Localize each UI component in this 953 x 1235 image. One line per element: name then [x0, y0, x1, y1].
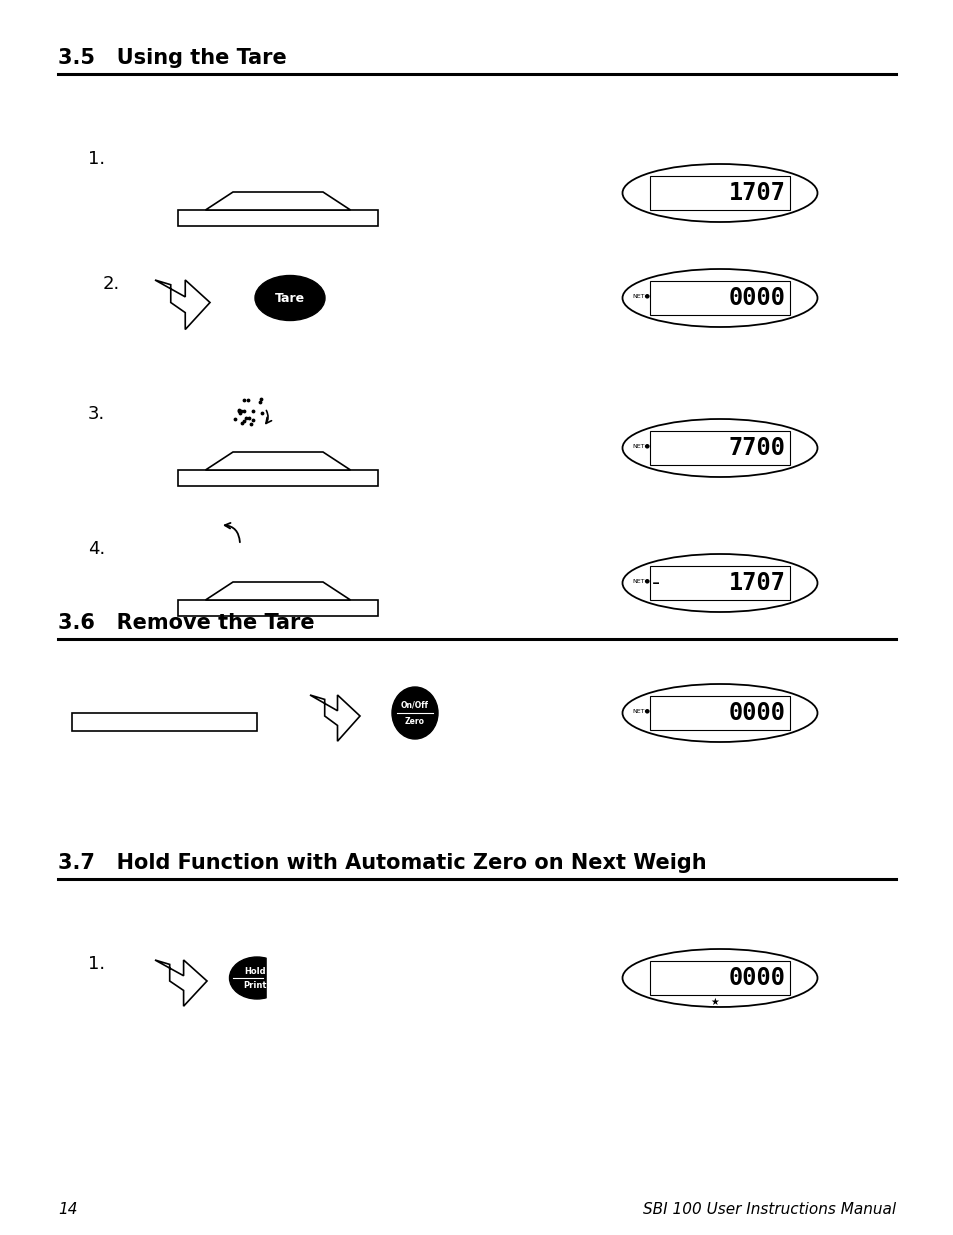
Ellipse shape: [254, 275, 325, 321]
Text: 3.5   Using the Tare: 3.5 Using the Tare: [58, 48, 287, 68]
Text: Print: Print: [243, 981, 267, 989]
Polygon shape: [310, 695, 359, 741]
Ellipse shape: [622, 419, 817, 477]
Ellipse shape: [622, 684, 817, 742]
Text: 1707: 1707: [728, 182, 785, 205]
Ellipse shape: [622, 555, 817, 613]
Polygon shape: [154, 960, 207, 1007]
Text: Tare: Tare: [274, 291, 305, 305]
Text: NET●: NET●: [632, 443, 650, 448]
Ellipse shape: [622, 164, 817, 222]
Text: NET●: NET●: [632, 294, 650, 299]
Ellipse shape: [622, 948, 817, 1007]
Bar: [178, 600, 377, 616]
Bar: [178, 471, 377, 487]
Text: On/Off: On/Off: [400, 700, 429, 709]
Text: Hold: Hold: [244, 967, 266, 976]
Text: 2.: 2.: [103, 275, 120, 293]
Text: 0000: 0000: [728, 966, 785, 990]
Text: 3.6   Remove the Tare: 3.6 Remove the Tare: [58, 613, 314, 634]
Text: 14: 14: [58, 1203, 77, 1218]
Text: 7700: 7700: [728, 436, 785, 459]
Bar: [649, 961, 789, 995]
Polygon shape: [205, 191, 350, 210]
Text: 4.: 4.: [88, 540, 105, 558]
Text: SBI 100 User Instructions Manual: SBI 100 User Instructions Manual: [642, 1203, 895, 1218]
Text: 0000: 0000: [728, 701, 785, 725]
Bar: [649, 431, 789, 466]
Text: 1707: 1707: [728, 571, 785, 595]
Text: 1.: 1.: [88, 149, 105, 168]
Bar: [267, 953, 307, 1003]
Polygon shape: [154, 280, 210, 330]
Ellipse shape: [230, 957, 284, 999]
Polygon shape: [205, 452, 350, 471]
Bar: [649, 177, 789, 210]
Bar: [72, 713, 257, 731]
Text: NET●: NET●: [632, 578, 650, 583]
Text: ★: ★: [710, 997, 719, 1007]
Text: Zero: Zero: [405, 716, 424, 725]
Bar: [649, 566, 789, 600]
Bar: [649, 282, 789, 315]
Text: 0000: 0000: [728, 287, 785, 310]
Polygon shape: [205, 582, 350, 600]
Text: 1.: 1.: [88, 955, 105, 973]
Text: 3.: 3.: [88, 405, 105, 424]
Text: 3.7   Hold Function with Automatic Zero on Next Weigh: 3.7 Hold Function with Automatic Zero on…: [58, 853, 706, 873]
Text: -: -: [651, 573, 659, 593]
Ellipse shape: [392, 687, 437, 739]
Bar: [649, 697, 789, 730]
Ellipse shape: [622, 269, 817, 327]
Text: NET●: NET●: [632, 709, 650, 714]
Bar: [178, 210, 377, 226]
